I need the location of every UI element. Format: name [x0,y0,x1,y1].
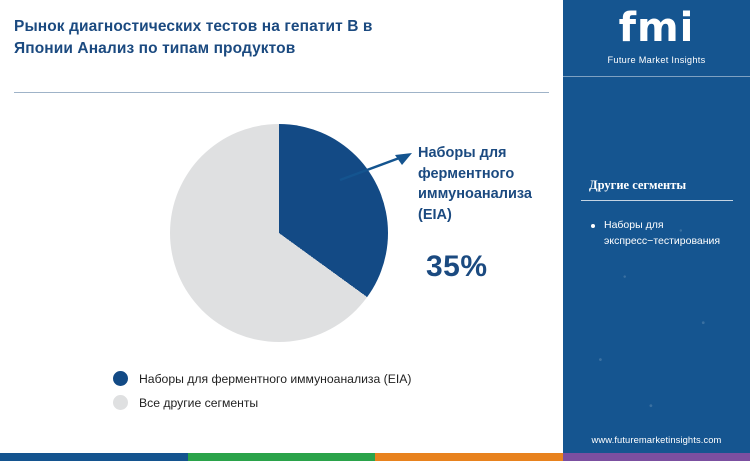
bottom-color-bar [0,453,750,461]
list-item-label: Наборы для экспресс−тестирования [604,219,721,247]
callout-label: Наборы для ферментного иммуноанализа (EI… [418,145,532,223]
arrow-right-icon [339,153,412,182]
callout-value: 35% [426,250,488,283]
other-segments-heading: Другие сегменты [589,178,687,192]
page-title-line-1: Рынок диагностических тестов на гепатит … [14,18,373,35]
bar-segment-purple [562,453,750,461]
list-item: Наборы для экспресс−тестирования [591,218,741,250]
legend-item-label: Наборы для ферментного иммуноанализа (EI… [139,371,412,386]
title-divider [14,92,549,93]
panel-texture-decoration [563,0,750,461]
panel-divider [563,76,750,77]
legend-item: Наборы для ферментного иммуноанализа (EI… [113,371,533,386]
brand-logo: fmi Future Market Insights [563,8,750,65]
legend-item-label: Все другие сегменты [139,395,259,410]
pie-chart [170,124,388,342]
chart-legend: Наборы для ферментного иммуноанализа (EI… [113,371,533,419]
legend-item: Все другие сегменты [113,395,533,410]
legend-swatch-icon [113,371,128,386]
other-segments-divider [581,200,733,201]
page-title-line-2: Японии Анализ по типам продуктов [14,40,296,58]
chart-area: Рынок диагностических тестов на гепатит … [14,16,549,419]
logo-wordmark: fmi [618,5,695,51]
side-panel: fmi Future Market Insights Другие сегмен… [563,0,750,461]
bar-segment-green [187,453,375,461]
logo-tagline: Future Market Insights [607,55,706,65]
other-segments-list: Наборы для экспресс−тестирования [591,218,741,258]
page-title: Рынок диагностических тестов на гепатит … [14,16,544,61]
bar-segment-blue [0,453,188,461]
legend-swatch-icon [113,395,128,410]
bullet-icon [591,224,595,228]
website-url: www.futuremarketinsights.com [591,434,722,445]
bar-segment-orange [375,453,563,461]
pie-slices [170,124,388,342]
